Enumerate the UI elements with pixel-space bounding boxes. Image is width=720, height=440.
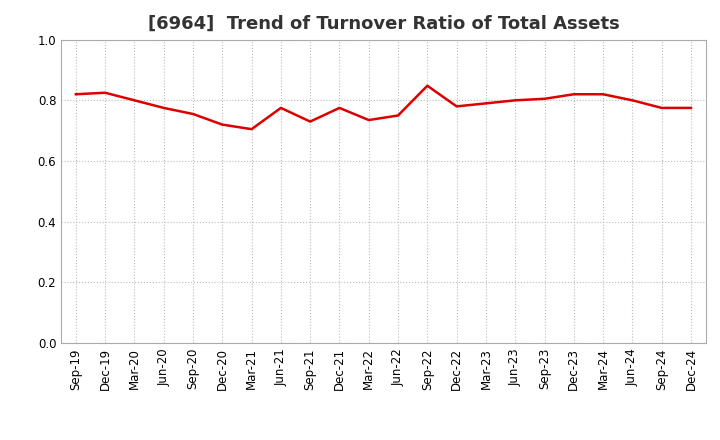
Title: [6964]  Trend of Turnover Ratio of Total Assets: [6964] Trend of Turnover Ratio of Total … [148, 15, 619, 33]
